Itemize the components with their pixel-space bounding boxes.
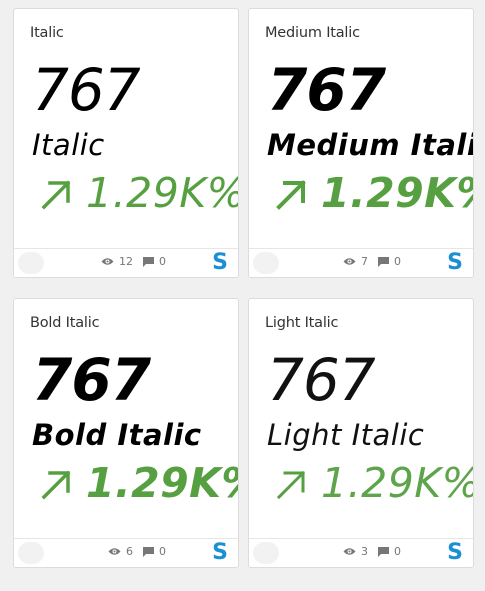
metric-card-bold-italic[interactable]: Bold Italic 767 Bold Italic 1.29K% 6 0 S bbox=[13, 298, 239, 568]
card-title: Light Italic bbox=[265, 315, 339, 331]
comments-count: 0 bbox=[394, 255, 401, 268]
source-logo-icon[interactable]: S bbox=[212, 540, 228, 565]
card-stats: 6 0 bbox=[98, 545, 166, 558]
source-logo-icon[interactable]: S bbox=[447, 250, 463, 275]
eye-icon bbox=[108, 548, 121, 555]
trend-up-arrow-icon bbox=[38, 175, 76, 213]
avatar[interactable] bbox=[253, 542, 279, 564]
views-count: 7 bbox=[361, 255, 368, 268]
card-footer: 6 0 S bbox=[14, 538, 238, 567]
trend-indicator: 1.29K% bbox=[38, 459, 238, 507]
card-stats: 3 0 bbox=[333, 545, 401, 558]
trend-up-arrow-icon bbox=[273, 175, 311, 213]
comments-stat: 0 bbox=[378, 255, 401, 268]
metric-card-light-italic[interactable]: Light Italic 767 Light Italic 1.29K% 3 0… bbox=[248, 298, 474, 568]
trend-percent: 1.29K% bbox=[86, 459, 238, 507]
trend-up-arrow-icon bbox=[273, 465, 311, 503]
style-label: Italic bbox=[32, 128, 105, 162]
avatar[interactable] bbox=[253, 252, 279, 274]
card-footer: 7 0 S bbox=[249, 248, 473, 277]
style-label: Medium Italic bbox=[267, 128, 474, 162]
card-title: Italic bbox=[30, 25, 64, 41]
comments-stat: 0 bbox=[143, 545, 166, 558]
card-title: Medium Italic bbox=[265, 25, 360, 41]
style-label: Bold Italic bbox=[32, 418, 202, 452]
comment-icon bbox=[378, 256, 389, 267]
trend-indicator: 1.29K% bbox=[38, 169, 239, 217]
eye-icon bbox=[101, 258, 114, 265]
trend-indicator: 1.29K% bbox=[273, 169, 473, 217]
views-count: 3 bbox=[361, 545, 368, 558]
card-title: Bold Italic bbox=[30, 315, 100, 331]
views-count: 12 bbox=[119, 255, 133, 268]
metric-card-italic[interactable]: Italic 767 Italic 1.29K% 12 0 S bbox=[13, 8, 239, 278]
views-stat: 3 bbox=[343, 545, 368, 558]
comments-count: 0 bbox=[159, 255, 166, 268]
style-label: Light Italic bbox=[267, 418, 425, 452]
trend-percent: 1.29K% bbox=[86, 169, 239, 217]
trend-percent: 1.29K% bbox=[321, 169, 473, 217]
trend-indicator: 1.29K% bbox=[273, 459, 474, 507]
card-stats: 7 0 bbox=[333, 255, 401, 268]
avatar[interactable] bbox=[18, 542, 44, 564]
card-footer: 3 0 S bbox=[249, 538, 473, 567]
eye-icon bbox=[343, 258, 356, 265]
source-logo-icon[interactable]: S bbox=[447, 540, 463, 565]
comment-icon bbox=[143, 546, 154, 557]
card-footer: 12 0 S bbox=[14, 248, 238, 277]
comments-count: 0 bbox=[394, 545, 401, 558]
metric-value: 767 bbox=[267, 346, 376, 414]
metric-card-medium-italic[interactable]: Medium Italic 767 Medium Italic 1.29K% 7… bbox=[248, 8, 474, 278]
metric-value: 767 bbox=[267, 56, 386, 124]
comment-icon bbox=[143, 256, 154, 267]
eye-icon bbox=[343, 548, 356, 555]
views-stat: 12 bbox=[101, 255, 133, 268]
trend-percent: 1.29K% bbox=[321, 459, 474, 507]
source-logo-icon[interactable]: S bbox=[212, 250, 228, 275]
comment-icon bbox=[378, 546, 389, 557]
avatar[interactable] bbox=[18, 252, 44, 274]
views-count: 6 bbox=[126, 545, 133, 558]
views-stat: 7 bbox=[343, 255, 368, 268]
views-stat: 6 bbox=[108, 545, 133, 558]
metric-value: 767 bbox=[32, 346, 151, 414]
comments-count: 0 bbox=[159, 545, 166, 558]
trend-up-arrow-icon bbox=[38, 465, 76, 503]
comments-stat: 0 bbox=[143, 255, 166, 268]
metric-value: 767 bbox=[32, 56, 141, 124]
comments-stat: 0 bbox=[378, 545, 401, 558]
card-stats: 12 0 bbox=[91, 255, 166, 268]
